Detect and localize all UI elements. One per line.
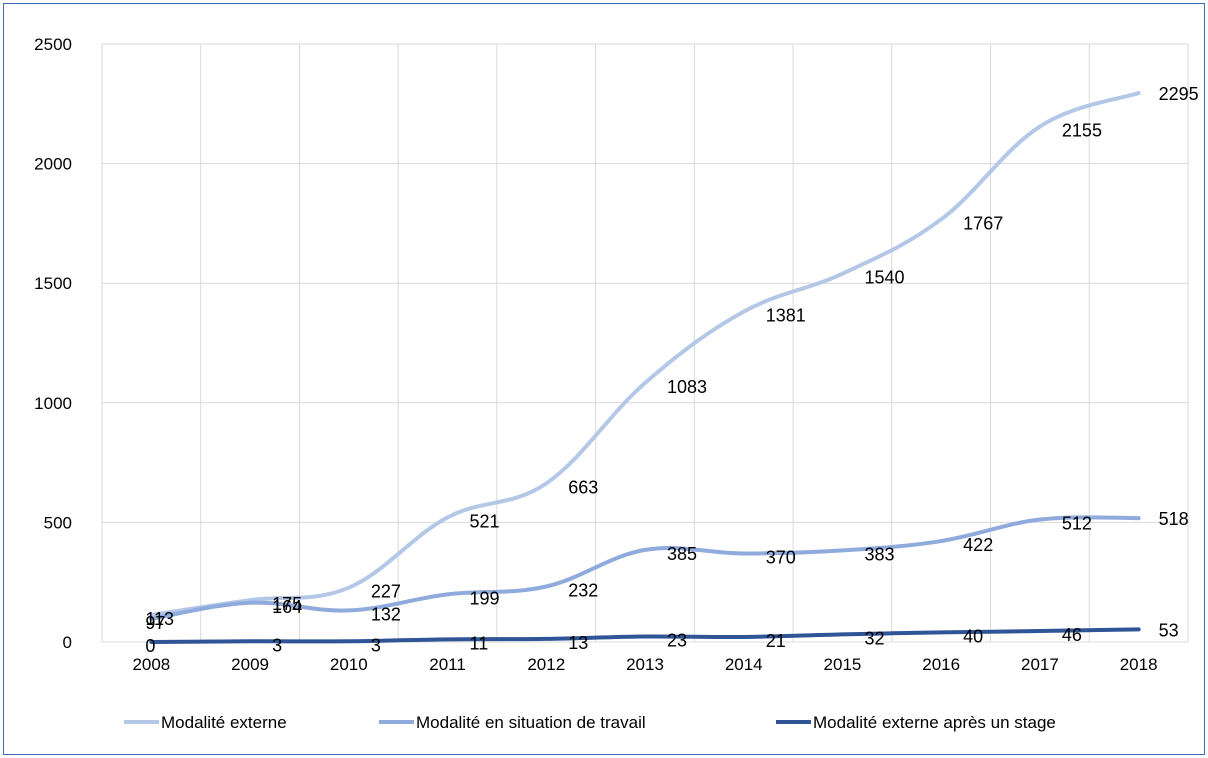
data-label-externe: 175 bbox=[272, 594, 302, 614]
data-label-apres-stage: 46 bbox=[1062, 625, 1082, 645]
data-labels: 1131752275216631083138115401767215522959… bbox=[145, 84, 1198, 656]
x-tick-label: 2008 bbox=[132, 655, 170, 674]
data-label-apres-stage: 0 bbox=[145, 636, 155, 656]
data-label-externe: 1381 bbox=[766, 306, 806, 326]
x-tick-label: 2011 bbox=[429, 655, 466, 674]
x-tick-label: 2010 bbox=[330, 655, 368, 674]
data-label-externe: 227 bbox=[371, 582, 401, 602]
data-label-externe: 1083 bbox=[667, 377, 707, 397]
y-tick-label: 2000 bbox=[34, 155, 72, 174]
data-label-situation-de-travail: 370 bbox=[766, 547, 796, 567]
data-label-apres-stage: 40 bbox=[963, 626, 983, 646]
x-axis-tick-labels: 2008 2009 2010 2011 2012 2013 2014 2015 2016 2017… bbox=[132, 655, 1157, 674]
legend: Modalité externe Modalité en situation de… bbox=[124, 713, 1056, 732]
data-label-situation-de-travail: 199 bbox=[470, 588, 500, 608]
data-label-apres-stage: 3 bbox=[272, 635, 282, 655]
data-label-situation-de-travail: 383 bbox=[864, 544, 894, 564]
data-label-situation-de-travail: 164 bbox=[272, 597, 302, 617]
data-label-externe: 1540 bbox=[864, 268, 904, 288]
data-label-apres-stage: 32 bbox=[864, 628, 884, 648]
data-label-apres-stage: 13 bbox=[568, 633, 588, 653]
legend-item-situation-de-travail: Modalité en situation de travail bbox=[379, 713, 646, 732]
line-chart: 0 500 1000 1500 2000 2500 2008 2009 2010 2011 201… bbox=[34, 35, 1199, 732]
x-tick-label: 2017 bbox=[1021, 655, 1059, 674]
data-label-situation-de-travail: 422 bbox=[963, 535, 993, 555]
series-line-apres-stage bbox=[149, 627, 1141, 644]
chart-frame: 0 500 1000 1500 2000 2500 2008 2009 2010 2011 201… bbox=[3, 3, 1205, 755]
legend-item-externe: Modalité externe bbox=[124, 713, 287, 732]
y-tick-label: 1000 bbox=[34, 394, 72, 413]
x-tick-label: 2016 bbox=[922, 655, 960, 674]
data-label-situation-de-travail: 97 bbox=[145, 613, 165, 633]
x-tick-label: 2013 bbox=[626, 655, 664, 674]
data-label-externe: 663 bbox=[568, 477, 598, 497]
data-label-externe: 2295 bbox=[1159, 84, 1199, 104]
data-label-apres-stage: 11 bbox=[470, 633, 489, 653]
series-line-situation-de-travail bbox=[149, 515, 1141, 621]
gridlines bbox=[101, 43, 1189, 643]
data-label-externe: 521 bbox=[470, 511, 500, 531]
series-line-externe bbox=[149, 91, 1141, 617]
y-tick-label: 2500 bbox=[34, 35, 72, 54]
data-label-situation-de-travail: 132 bbox=[371, 604, 401, 624]
series-lines bbox=[149, 91, 1141, 644]
legend-label: Modalité externe bbox=[161, 713, 287, 732]
data-label-situation-de-travail: 232 bbox=[568, 581, 598, 601]
legend-label: Modalité externe après un stage bbox=[813, 713, 1056, 732]
y-tick-label: 500 bbox=[44, 513, 72, 532]
data-label-apres-stage: 53 bbox=[1159, 620, 1179, 640]
legend-item-apres-stage: Modalité externe après un stage bbox=[776, 713, 1056, 732]
data-label-externe: 113 bbox=[145, 609, 174, 629]
data-label-apres-stage: 3 bbox=[371, 635, 381, 655]
x-tick-label: 2018 bbox=[1120, 655, 1158, 674]
x-tick-label: 2012 bbox=[527, 655, 565, 674]
y-tick-label: 1500 bbox=[34, 274, 72, 293]
data-label-apres-stage: 21 bbox=[766, 631, 786, 651]
data-label-externe: 1767 bbox=[963, 213, 1003, 233]
data-label-apres-stage: 23 bbox=[667, 630, 687, 650]
x-tick-label: 2014 bbox=[725, 655, 763, 674]
data-label-situation-de-travail: 512 bbox=[1062, 514, 1092, 534]
x-tick-label: 2009 bbox=[231, 655, 269, 674]
legend-label: Modalité en situation de travail bbox=[416, 713, 646, 732]
data-label-externe: 2155 bbox=[1062, 121, 1102, 141]
data-label-situation-de-travail: 518 bbox=[1159, 509, 1189, 529]
y-axis-tick-labels: 0 500 1000 1500 2000 2500 bbox=[34, 35, 72, 652]
x-tick-label: 2015 bbox=[824, 655, 862, 674]
y-tick-label: 0 bbox=[63, 633, 72, 652]
data-label-situation-de-travail: 385 bbox=[667, 544, 697, 564]
